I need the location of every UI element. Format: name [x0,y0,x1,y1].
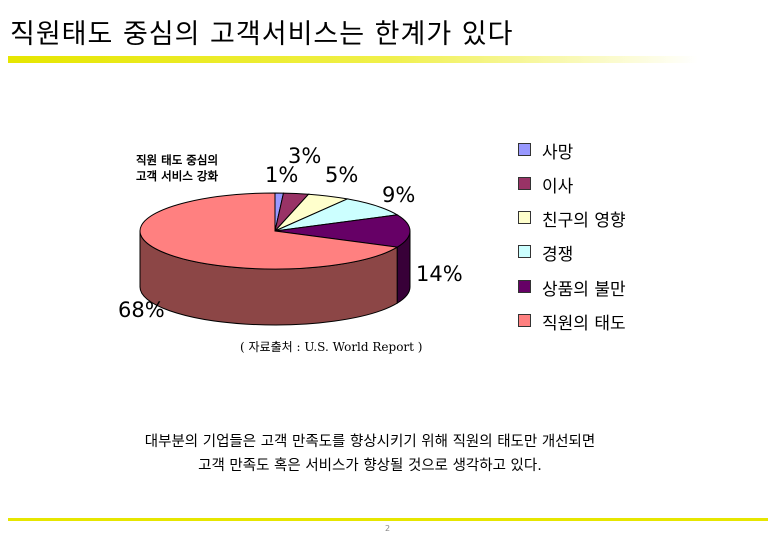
footer-rule [8,518,768,521]
title-underline [8,56,698,63]
pie-slice-상품의-불만 [274,214,411,248]
slice-label-이사: 3% [288,144,322,168]
legend-label: 사망 [542,143,574,163]
footnote-line-1: 대부분의 기업들은 고객 만족도를 향상시키기 위해 직원의 태도만 개선되면 [144,434,596,450]
slice-label-상품의-불만: 14% [416,262,463,286]
footnote-line-2: 고객 만족도 혹은 서비스가 향상될 것으로 생각하고 있다. [198,458,542,474]
slice-label-사망: 1% [265,163,299,187]
chart-subtitle-line-2: 고객 서비스 강화 [135,169,219,183]
legend-label: 직원의 태도 [542,314,626,334]
legend-swatch [518,314,531,327]
page-number: 2 [385,524,391,533]
legend-label: 이사 [542,177,574,197]
slice-label-친구의-영향: 5% [325,163,359,187]
legend-label: 친구의 영향 [542,211,626,231]
legend-label: 경쟁 [542,245,574,265]
data-source: ( 자료출처 : U.S. World Report ) [240,340,423,354]
footnote-text: 대부분의 기업들은 고객 만족도를 향상시키기 위해 직원의 태도만 개선되면 … [40,430,700,478]
legend-swatch [518,143,531,156]
legend-swatch [518,245,531,258]
slice-label-경쟁: 9% [382,183,416,207]
slice-label-직원의-태도: 68% [118,298,165,322]
legend-swatch [518,177,531,190]
pie-slice-직원의-태도 [139,192,399,270]
legend-swatch [518,280,531,293]
chart-subtitle: 직원 태도 중심의 고객 서비스 강화 [112,152,242,184]
legend-label: 상품의 불만 [542,280,626,300]
chart-subtitle-line-1: 직원 태도 중심의 [135,153,219,167]
legend-swatch [518,211,531,224]
page-title: 직원태도 중심의 고객서비스는 한계가 있다 [10,19,514,50]
